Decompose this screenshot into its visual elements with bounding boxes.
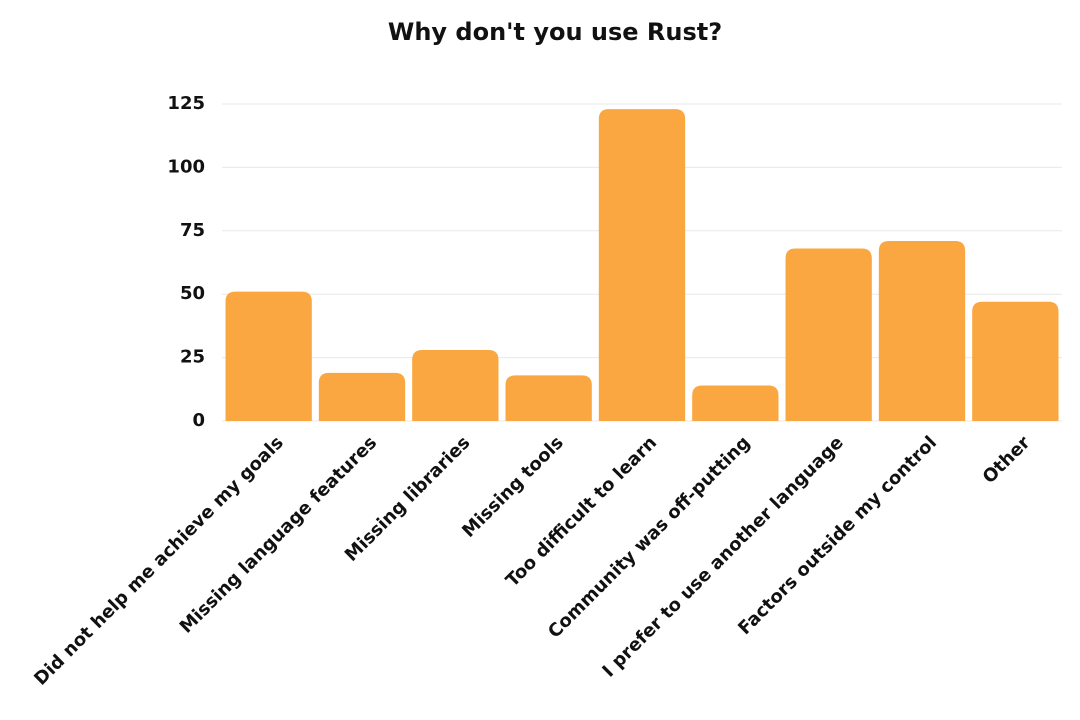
bar <box>692 385 779 421</box>
bar <box>225 291 312 421</box>
y-tick-label: 0 <box>192 410 205 431</box>
bar <box>878 240 966 421</box>
x-tick-label: Missing tools <box>458 432 568 542</box>
y-tick-label: 50 <box>180 283 205 304</box>
x-tick-label: Too difficult to learn <box>502 432 661 591</box>
x-tick-label: Other <box>979 432 1035 488</box>
x-tick-label: Community was off-putting <box>544 432 754 642</box>
bar <box>785 248 872 421</box>
y-tick-label: 25 <box>180 347 205 368</box>
y-tick-label: 100 <box>167 156 205 177</box>
y-tick-label: 75 <box>180 220 205 241</box>
chart-title: Why don't you use Rust? <box>388 18 722 46</box>
x-tick-label: Factors outside my control <box>734 432 941 639</box>
bar <box>412 349 499 421</box>
bar <box>598 109 686 422</box>
bar <box>318 372 406 421</box>
y-tick-label: 125 <box>167 93 205 114</box>
x-tick-label: Missing language features <box>176 432 381 637</box>
bar <box>972 301 1059 421</box>
bar <box>505 375 592 421</box>
